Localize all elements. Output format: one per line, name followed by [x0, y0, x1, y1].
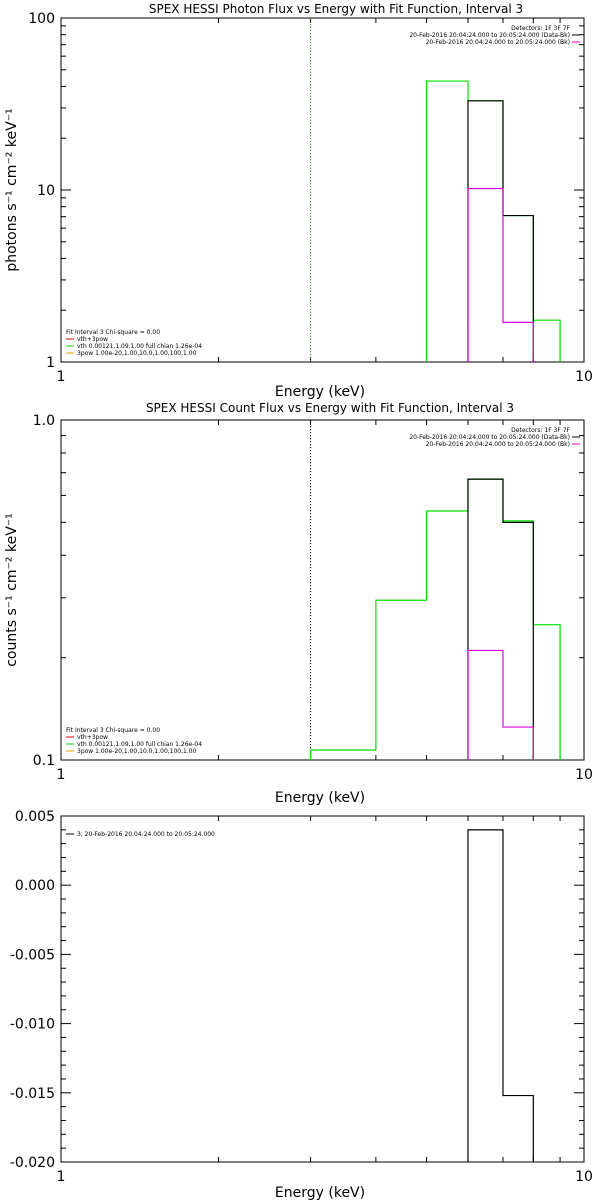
- y-tick-label: -0.015: [10, 1086, 55, 1102]
- photon-flux-xlabel: Energy (keV): [275, 384, 365, 400]
- legend-left-text: Fit Interval 3 Chi-square = 0.00: [66, 329, 160, 336]
- y-tick-label: -0.005: [10, 947, 55, 963]
- legend-left-text: vth+3pow: [77, 734, 108, 741]
- legend-right-text: 20-Feb-2016 20:04:24.000 to 20:05:24.000…: [409, 434, 570, 441]
- count-flux-panel: SPEX HESSI Count Flux vs Energy with Fit…: [4, 401, 593, 806]
- legend-right-text: 20-Feb-2016 20:04:24.000 to 20:05:24.000…: [426, 441, 570, 448]
- x-tick-label: 10: [575, 767, 593, 783]
- plot-frame: [60, 815, 585, 1163]
- count-flux-ylabel: counts s⁻¹ cm⁻² keV⁻¹: [4, 513, 20, 667]
- residual-xlabel: Energy (keV): [275, 1185, 365, 1200]
- y-tick-label: 0.1: [33, 753, 55, 769]
- plot-frame: [60, 419, 585, 761]
- y-tick-label: 100: [28, 11, 55, 27]
- x-tick-label: 1: [57, 1169, 66, 1185]
- legend-left-text: 3, 20-Feb-2016 20:04:24.000 to 20:05:24.…: [77, 831, 215, 838]
- photon-flux-panel: SPEX HESSI Photon Flux vs Energy with Fi…: [4, 2, 593, 400]
- legend-left-text: 3pow 1.00e-20,1.00,10.0,1.00,100,1.00: [77, 350, 197, 357]
- y-tick-label: 1: [46, 355, 55, 371]
- legend-left-text: vth+3pow: [77, 336, 108, 343]
- y-tick-label: 0.005: [15, 809, 55, 825]
- legend-left-text: Fit Interval 3 Chi-square = 0.00: [66, 727, 160, 734]
- series-step-line-1: [467, 100, 534, 362]
- legend-left-text: vth 0.00121,1.09,1.00 full chian 1.26e-0…: [77, 343, 202, 350]
- residual-panel: Energy (keV) 1 10 0.005 0.000 -0.005 -0.010 -0…: [10, 809, 593, 1200]
- x-tick-label: 1: [57, 767, 66, 783]
- series-step-line-0: [309, 478, 561, 760]
- plot-frame: [60, 17, 585, 363]
- y-tick-label: -0.020: [10, 1155, 55, 1171]
- x-tick-label: 10: [575, 1169, 593, 1185]
- legend-right-text: 20-Feb-2016 20:04:24.000 to 20:05:24.000…: [426, 39, 570, 46]
- legend-left-text: vth 0.00121,1.09,1.00 full chian 1.26e-0…: [77, 741, 202, 748]
- legend-right-text: Detectors: 1F 3F 7F: [511, 427, 570, 434]
- x-tick-label: 10: [575, 369, 593, 385]
- series-step-line-0: [467, 829, 534, 1162]
- legend-left-text: 3pow 1.00e-20,1.00,10.0,1.00,100,1.00: [77, 748, 197, 755]
- photon-flux-title: SPEX HESSI Photon Flux vs Energy with Fi…: [149, 2, 523, 16]
- y-tick-label: 1.0: [33, 413, 55, 429]
- series-step-line-2: [467, 649, 534, 760]
- y-tick-label: 10: [37, 183, 55, 199]
- legend-right-text: 20-Feb-2016 20:04:24.000 to 20:05:24.000…: [409, 32, 570, 39]
- y-tick-label: -0.010: [10, 1017, 55, 1033]
- x-tick-label: 1: [57, 369, 66, 385]
- series-step-line-2: [467, 187, 534, 362]
- count-flux-title: SPEX HESSI Count Flux vs Energy with Fit…: [146, 401, 514, 415]
- photon-flux-ylabel: photons s⁻¹ cm⁻² keV⁻¹: [4, 108, 20, 271]
- count-flux-xlabel: Energy (keV): [275, 790, 365, 806]
- series-step-line-0: [425, 80, 561, 362]
- series-step-line-1: [467, 478, 534, 760]
- y-tick-label: 0.000: [15, 878, 55, 894]
- legend-right-text: Detectors: 1F 3F 7F: [511, 25, 570, 32]
